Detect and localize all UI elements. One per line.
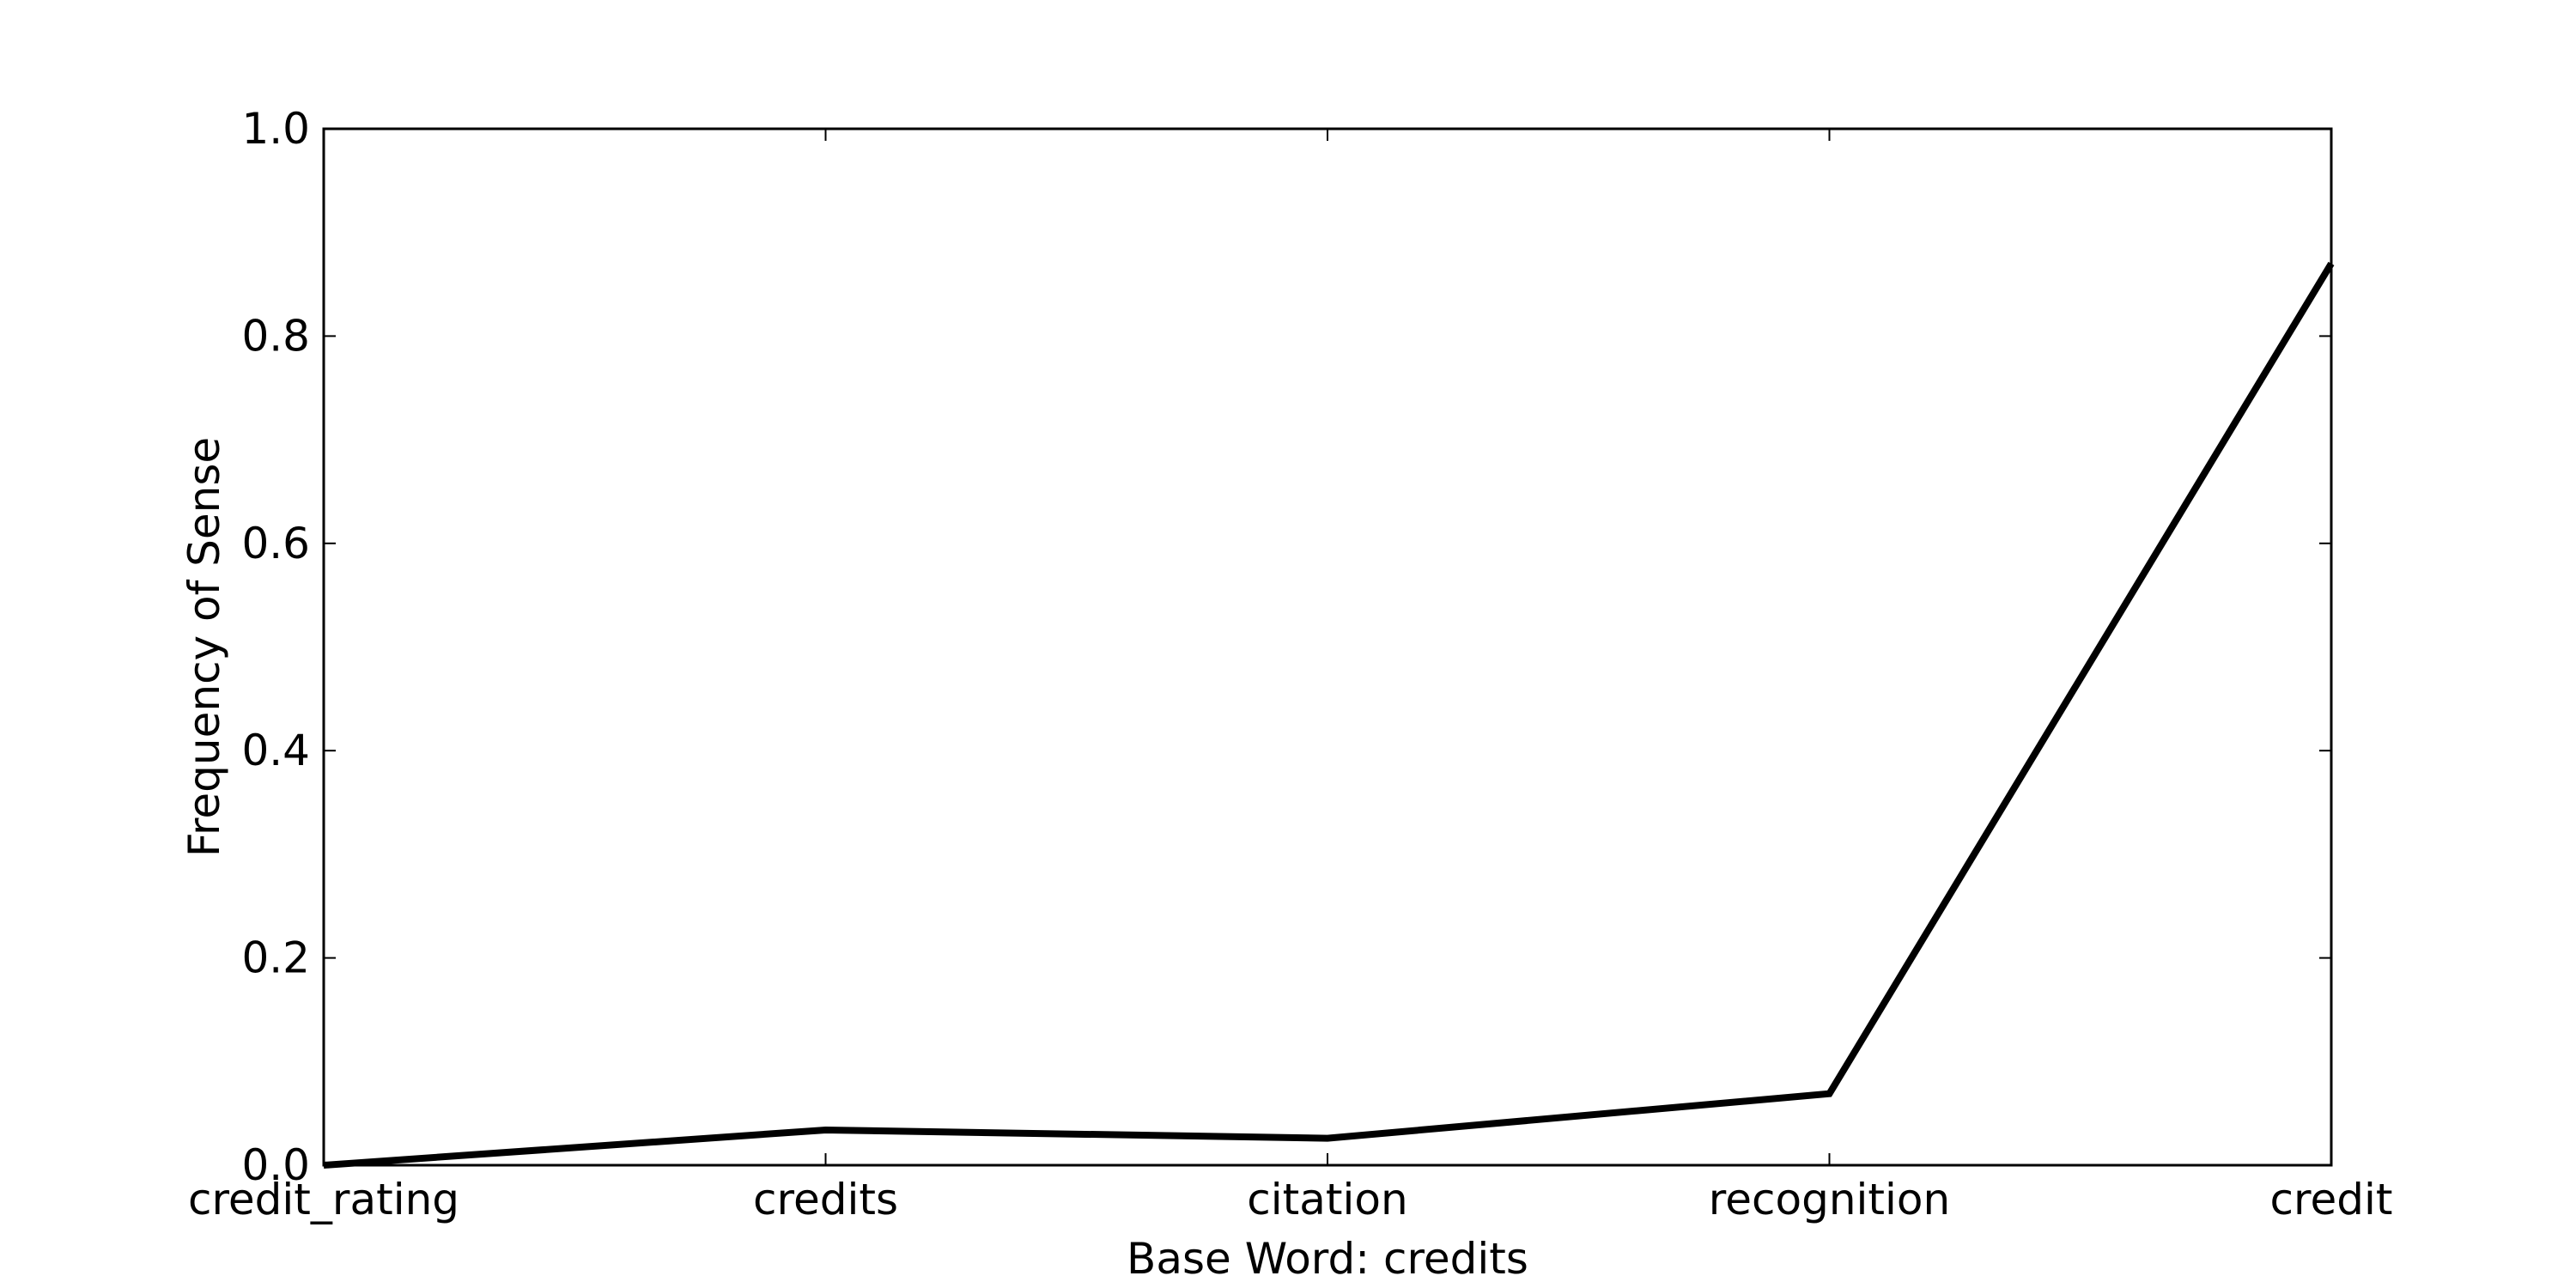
- y-tick-label: 0.0: [241, 1140, 310, 1190]
- y-tick-label: 1.0: [241, 104, 310, 154]
- tick-labels: 0.0 0.2 0.4 0.6 0.8 1.0 credit_rating credits ci…: [188, 104, 2393, 1224]
- y-tick-label: 0.4: [241, 726, 310, 775]
- x-tick-label: credit_rating: [188, 1175, 459, 1224]
- y-tick-label: 0.8: [241, 311, 310, 361]
- series-layer: [323, 261, 2335, 1169]
- series-line: [323, 261, 2335, 1169]
- x-tick-label: credit: [2270, 1175, 2393, 1224]
- y-tick-label: 0.6: [241, 519, 310, 568]
- x-tick-label: recognition: [1709, 1175, 1950, 1224]
- y-axis-label: Frequency of Sense: [179, 437, 229, 857]
- y-tick-label: 0.2: [241, 933, 310, 983]
- x-tick-label: citation: [1247, 1175, 1407, 1224]
- x-axis-label: Base Word: credits: [1127, 1234, 1528, 1284]
- plot-frame: [322, 127, 2333, 1167]
- x-tick-label: credits: [753, 1175, 898, 1224]
